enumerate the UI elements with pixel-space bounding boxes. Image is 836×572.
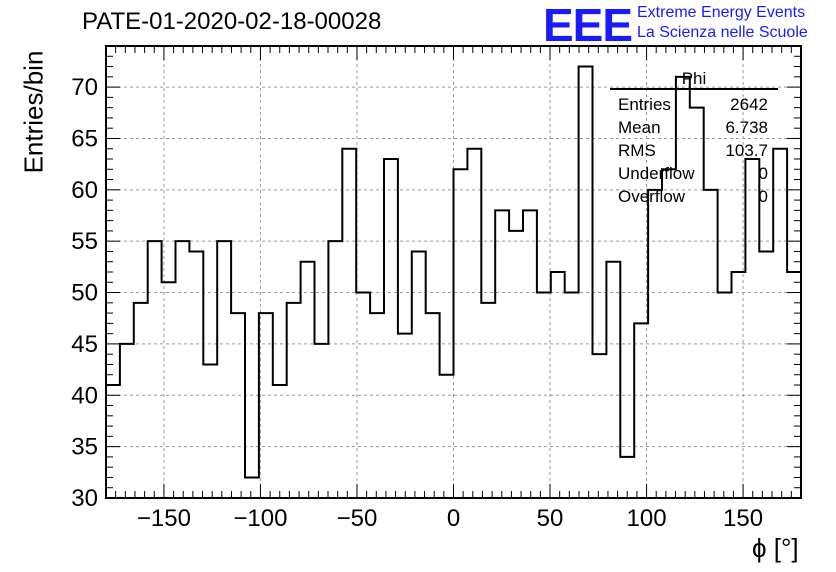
histogram-series	[106, 65, 801, 479]
stats-box-label: Underflow	[618, 164, 695, 183]
stats-box-value: 0	[759, 164, 768, 183]
y-tick-label: 40	[71, 382, 98, 409]
y-tick-label: 70	[71, 74, 98, 101]
y-tick-label: 30	[71, 485, 98, 512]
stats-box-value: 2642	[730, 95, 768, 114]
x-tick-label: 100	[627, 505, 667, 532]
stats-box-value: 6.738	[725, 118, 768, 137]
y-tick-label: 55	[71, 228, 98, 255]
stats-box-value: 0	[759, 187, 768, 206]
chart-title: PATE-01-2020-02-18-00028	[82, 8, 382, 35]
stats-box-label: Mean	[618, 118, 661, 137]
y-tick-label: 45	[71, 331, 98, 358]
x-tick-label: −100	[233, 505, 287, 532]
y-tick-label: 35	[71, 434, 98, 461]
y-tick-label: 65	[71, 125, 98, 152]
stats-box-label: Overflow	[618, 187, 686, 206]
logo-subtitle-line1: Extreme Energy Events	[637, 4, 806, 21]
x-tick-labels: −150 −100 −50 0 50 100 150	[137, 505, 763, 532]
y-tick-label: 50	[71, 280, 98, 307]
eee-logo: EEE	[543, 0, 633, 51]
x-tick-label: −50	[337, 505, 378, 532]
stats-box-label: Entries	[618, 95, 671, 114]
stats-box: Phi Entries 2642 Mean 6.738 RMS 103.7 Underflow…	[610, 69, 778, 206]
x-tick-label: 50	[537, 505, 564, 532]
y-tick-label: 60	[71, 177, 98, 204]
x-tick-label: 0	[447, 505, 460, 532]
x-tick-label: 150	[723, 505, 763, 532]
stats-box-value: 103.7	[725, 141, 768, 160]
y-tick-labels: 30 35 40 45 50 55 60 65 70	[71, 74, 98, 512]
stats-box-label: RMS	[618, 141, 656, 160]
x-axis-label: ϕ [°]	[752, 533, 799, 563]
axis-ticks	[106, 46, 801, 498]
logo-subtitle-line2: La Scienza nelle Scuole	[637, 24, 808, 41]
x-tick-label: −150	[137, 505, 191, 532]
stats-box-name: Phi	[682, 69, 707, 88]
